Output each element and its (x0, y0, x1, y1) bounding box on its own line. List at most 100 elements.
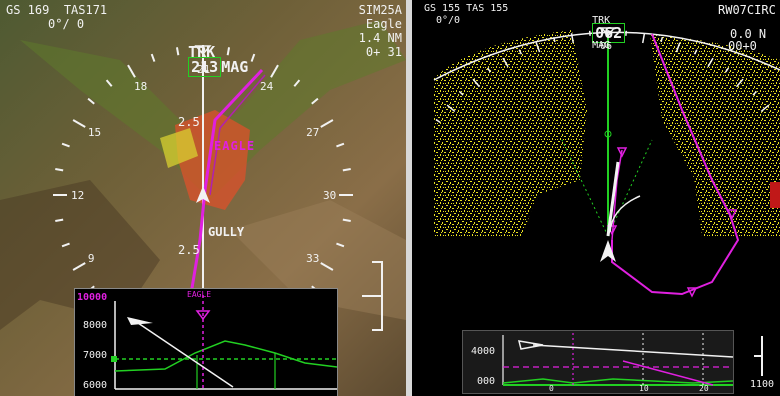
heading-06-label: 06 (600, 41, 613, 52)
right-compass-tick (752, 90, 758, 96)
route-waypoint-marker-1 (616, 147, 628, 158)
compass-tick (293, 79, 301, 87)
track-value-right: 062 (592, 23, 626, 43)
weather-red-cell (770, 182, 780, 208)
compass-label: 24 (260, 80, 274, 93)
compass-label: 18 (134, 80, 147, 93)
compass-label: 30 (323, 189, 336, 202)
compass-tick (55, 167, 64, 172)
mag-label: MAG (221, 58, 249, 76)
weather-returns-right (650, 34, 780, 236)
ownship-symbol (196, 186, 210, 203)
wind-readout-right: 0°/0 (436, 15, 461, 26)
profile-flight-path (134, 320, 234, 388)
right-compass-tick (458, 90, 464, 96)
compass-tick (105, 79, 113, 87)
waypoint-name-right: RW07CIRC (718, 3, 776, 17)
compass-tick (175, 47, 180, 56)
vertical-profile-inset-right: 4000 000 0 10 20 (462, 330, 734, 394)
weather-returns-left (434, 30, 587, 236)
trend-vector (606, 161, 620, 237)
right-compass-tick (660, 36, 664, 43)
compass-tick (250, 53, 256, 62)
range-dash-left (561, 139, 609, 237)
compass-tick (342, 218, 351, 223)
profile-ownship-right (517, 340, 544, 350)
compass-tick (72, 119, 86, 128)
profile-alt-8000: 8000 (83, 320, 108, 331)
waypoint-name: SIM25A (358, 3, 402, 17)
compass-label: 9 (88, 252, 95, 265)
profile-terrain-right (502, 378, 733, 384)
compass-tick (336, 242, 345, 248)
compass-tick (226, 47, 231, 56)
profile-waypoint-marker (195, 310, 211, 321)
waypoint-label-eagle: EAGLE (214, 139, 256, 153)
profile-alt-top: 10000 (77, 292, 108, 303)
profile-ownship (127, 317, 153, 325)
compass-tick (320, 119, 334, 128)
right-compass-tick (760, 104, 770, 113)
flight-plan-route-right (611, 33, 740, 296)
compass-tick (342, 167, 351, 172)
route-waypoint-marker-2 (726, 209, 738, 220)
profile-alt-4000: 4000 (471, 346, 496, 357)
profile-top-marker: EAGLE (187, 290, 212, 299)
compass-tick (270, 64, 279, 78)
track-pointer-triangle (194, 45, 212, 56)
right-compass-tick (724, 67, 730, 73)
right-compass-ticks (435, 30, 770, 124)
compass-tick (320, 262, 334, 271)
compass-tick (336, 142, 345, 148)
right-compass-tick (641, 33, 646, 44)
compass-tick (150, 53, 156, 62)
right-compass-tick (675, 42, 681, 53)
right-compass-tick (435, 118, 441, 124)
track-pointer-triangle-right (600, 27, 616, 38)
right-compass-tick (707, 57, 714, 68)
valley-green-area (20, 20, 406, 200)
caution-area (160, 128, 198, 168)
profile-xtick-0: 0 (549, 384, 554, 393)
right-compass-tick (535, 42, 541, 53)
compass-label: 12 (71, 189, 84, 202)
range-label-upper: 2.5 (178, 115, 200, 129)
track-readout: TRK 213 MAG (152, 30, 248, 90)
right-compass-tick (486, 67, 492, 73)
ground-speed-readout-right: GS 155 TAS 155 (424, 3, 509, 14)
ownship-symbol-right (600, 240, 616, 262)
profile-descent-right (622, 360, 714, 386)
waypoint-time-right: 00+0 (728, 39, 757, 53)
profile-altitude-bug (111, 356, 117, 362)
wind-readout: 0°/ 0 (48, 17, 85, 31)
compass-tick (87, 97, 95, 105)
right-scale-value: 1100 (750, 379, 775, 390)
profile-terrain (114, 340, 337, 372)
curved-trend (609, 195, 641, 233)
profile-xtick-20: 20 (699, 384, 709, 393)
compass-tick (61, 142, 70, 148)
compass-label: 15 (88, 126, 101, 139)
compass-label: 27 (306, 126, 319, 139)
route-waypoint-marker-3 (686, 287, 698, 298)
compass-arc (433, 31, 780, 81)
right-navigation-display: GS 155 TAS 155 0°/0 TRK 062 MAG RW07CIRC… (412, 0, 780, 396)
compass-tick (55, 218, 64, 223)
profile-xtick-10: 10 (639, 384, 649, 393)
compass-tick (127, 64, 136, 78)
panel-divider (406, 0, 412, 396)
waypoint-distance-right: 0.0 N (730, 27, 767, 41)
track-label: TRK (188, 43, 216, 61)
flight-plan-route (188, 68, 264, 301)
compass-tick (72, 262, 86, 271)
right-compass-tick (518, 49, 523, 55)
track-value: 213 (188, 57, 222, 77)
profile-alt-000: 000 (477, 376, 496, 387)
ridge-light (230, 200, 406, 320)
mag-label-right: MAG (592, 40, 611, 51)
ground-speed-readout: GS 169 TAS171 (6, 3, 108, 17)
track-readout-right: TRK 062 MAG (568, 6, 626, 61)
flight-plan-route-2 (209, 74, 266, 196)
range-label-lower: 2.5 (178, 243, 200, 257)
right-compass-tick (570, 33, 575, 44)
